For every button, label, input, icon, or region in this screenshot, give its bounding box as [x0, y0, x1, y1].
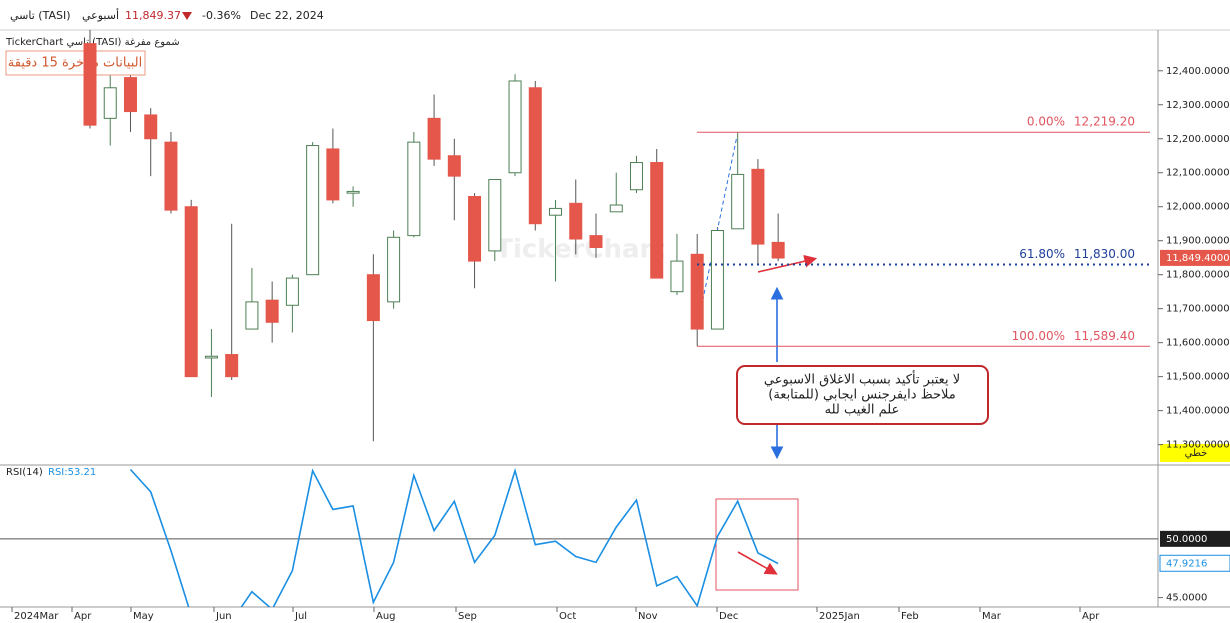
arrow — [757, 254, 818, 273]
annotation-line: علم الغيب لله — [825, 403, 900, 418]
x-tick-label: Aug — [376, 611, 396, 622]
fib-price: 11,830.00 — [1074, 247, 1135, 261]
x-tick-label: Dec — [719, 611, 738, 622]
x-tick-label: Feb — [901, 611, 919, 622]
candle-body — [710, 230, 724, 330]
candle-body — [427, 117, 441, 160]
header-bar — [0, 0, 1230, 30]
fib-price: 11,589.40 — [1074, 329, 1135, 343]
candle-body — [731, 173, 745, 230]
candle-body — [346, 190, 360, 194]
y-tick-label: 12,200.0000 — [1166, 134, 1230, 145]
candle-body — [771, 241, 785, 259]
y-tick-label: 11,600.0000 — [1166, 338, 1230, 349]
candle-body — [407, 141, 421, 237]
annotation-line: ملاحظ دايفرجنس ايجابي (للمتابعة) — [768, 388, 956, 403]
candle-body — [468, 196, 482, 262]
candle-body — [549, 207, 563, 216]
y-tick-label: 11,300.0000 — [1166, 440, 1230, 451]
fib-price: 12,219.20 — [1074, 115, 1135, 129]
x-tick-label: 2024Mar — [14, 611, 59, 622]
change: -0.36% — [202, 9, 241, 22]
candle-body — [528, 87, 542, 225]
candle-body — [164, 141, 178, 211]
candle-body — [103, 87, 117, 119]
y-tick-label: 12,400.0000 — [1166, 66, 1230, 77]
x-tick-label: Nov — [638, 611, 658, 622]
scale-badge — [1160, 444, 1230, 462]
x-tick-label: Oct — [559, 611, 576, 622]
delay-note: البيانات متأخرة 15 دقيقة — [8, 53, 143, 71]
rsi-current: RSI:53.21 — [48, 467, 96, 478]
candle-body — [508, 80, 522, 174]
candle-body — [366, 274, 380, 322]
period: أسبوعي — [82, 8, 119, 22]
candle-body — [447, 155, 461, 177]
rsi-level-badge — [1160, 530, 1230, 547]
x-tick-label: 2025Jan — [819, 611, 860, 622]
rsi-last-badge — [1159, 554, 1230, 572]
x-tick-label: Jun — [215, 611, 232, 622]
highlight-box — [715, 498, 799, 591]
annotation-box — [736, 365, 989, 425]
candle-body — [609, 204, 623, 213]
y-tick-label: 12,100.0000 — [1166, 168, 1230, 179]
candle-body — [670, 260, 684, 293]
rsi-title: RSI(14) — [6, 467, 43, 478]
price: 11,849.37 — [125, 9, 181, 22]
y-tick-label: 11,700.0000 — [1166, 304, 1230, 315]
candle-body — [184, 206, 198, 378]
annotation-line: لا يعتبر تأكيد بسبب الاغلاق الاسبوعي — [764, 370, 960, 388]
candle-body — [265, 299, 279, 323]
x-tick-label: May — [133, 611, 154, 622]
candle-body — [123, 77, 137, 113]
last-price-label: 11,849.4000 — [1166, 253, 1230, 264]
info: TickerChart تاسي (TASI) شموع مفرغة — [5, 37, 180, 48]
x-tick-label: Apr — [74, 611, 92, 622]
rsi-tick-label: 45.0000 — [1166, 593, 1207, 604]
fib-ratio: 100.00% — [1012, 329, 1065, 343]
y-tick-label: 11,500.0000 — [1166, 372, 1230, 383]
candle-body — [326, 148, 340, 201]
y-tick-label: 11,400.0000 — [1166, 406, 1230, 417]
x-tick-label: Sep — [458, 611, 477, 622]
y-tick-label: 12,000.0000 — [1166, 202, 1230, 213]
x-tick-label: Mar — [982, 611, 1002, 622]
candle-body — [204, 355, 218, 359]
candle-body — [285, 277, 299, 306]
candle-body — [387, 236, 401, 303]
candle-body — [589, 235, 603, 248]
y-tick-label: 11,800.0000 — [1166, 270, 1230, 281]
scale-mode: خطي — [1185, 448, 1208, 459]
y-tick-label: 12,300.0000 — [1166, 100, 1230, 111]
candle-body — [650, 162, 664, 279]
date: Dec 22, 2024 — [250, 9, 324, 22]
x-tick-label: Jul — [294, 611, 307, 622]
candle-body — [629, 162, 643, 191]
down-arrow — [182, 12, 192, 20]
candle-body — [690, 253, 704, 330]
last-price-badge — [1160, 249, 1230, 266]
x-tick-label: Apr — [1082, 611, 1100, 622]
candle-body — [83, 43, 97, 126]
delay-badge — [5, 50, 146, 76]
candle-body — [569, 202, 583, 240]
candle-body — [306, 145, 320, 276]
arrow — [737, 551, 778, 575]
candle-body — [144, 114, 158, 140]
rsi-line — [129, 467, 779, 607]
rsi-tick-label: 50.0000 — [1166, 534, 1207, 545]
y-tick-label: 11,900.0000 — [1166, 236, 1230, 247]
candle-body — [751, 168, 765, 245]
symbol: تاسي (TASI) — [10, 9, 71, 22]
candle-body — [245, 301, 259, 330]
rsi-panel — [129, 467, 779, 607]
rsi-last-label: 47.9216 — [1166, 558, 1207, 569]
candle-body — [225, 354, 239, 378]
candle-body — [488, 179, 502, 252]
fib-ratio: 61.80% — [1019, 247, 1065, 261]
fib-ratio: 0.00% — [1027, 115, 1065, 129]
